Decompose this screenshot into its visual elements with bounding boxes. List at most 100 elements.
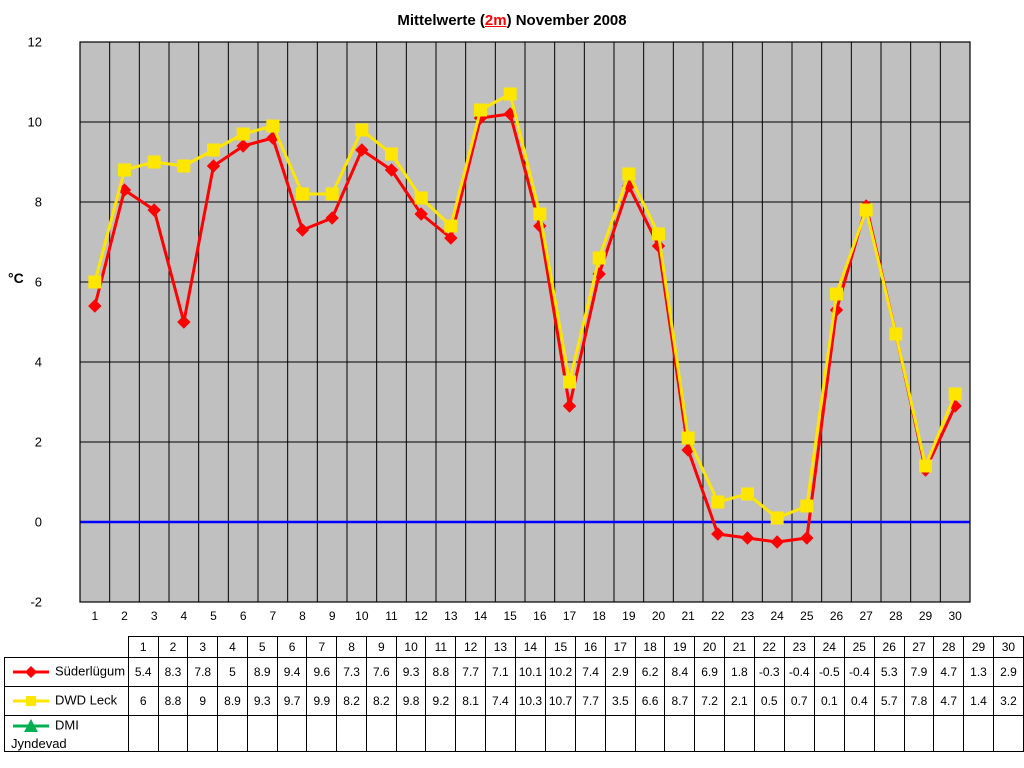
y-tick-label: 10 [12,115,42,130]
table-day-header: 15 [545,637,575,658]
table-cell [426,716,456,752]
legend-dwd-leck: DWD Leck [5,687,129,716]
table-day-header: 2 [158,637,188,658]
table-day-header: 23 [784,637,814,658]
table-cell: 7.1 [486,658,516,687]
svg-text:20: 20 [652,609,666,623]
table-day-header: 25 [844,637,874,658]
table-cell: 8.2 [337,687,367,716]
svg-text:14: 14 [474,609,488,623]
table-cell: 7.7 [576,687,606,716]
svg-text:24: 24 [770,609,784,623]
svg-text:9: 9 [329,609,336,623]
table-cell [635,716,665,752]
svg-text:30: 30 [948,609,962,623]
table-cell [158,716,188,752]
table-cell: 0.1 [814,687,844,716]
table-cell [247,716,277,752]
table-cell: 7.9 [904,658,934,687]
table-cell: 5.7 [874,687,904,716]
svg-text:23: 23 [741,609,755,623]
table-day-header: 24 [814,637,844,658]
table-cell: 2.1 [724,687,754,716]
table-cell [486,716,516,752]
table-day-header: 9 [366,637,396,658]
svg-text:26: 26 [830,609,844,623]
table-cell: 7.8 [188,658,218,687]
table-day-header: 7 [307,637,337,658]
svg-text:13: 13 [444,609,458,623]
svg-text:18: 18 [592,609,606,623]
table-day-header: 3 [188,637,218,658]
table-cell: 1.8 [724,658,754,687]
table-cell: 8.8 [158,687,188,716]
table-day-header: 30 [993,637,1023,658]
table-cell: -0.5 [814,658,844,687]
table-cell: 6.2 [635,658,665,687]
table-cell [366,716,396,752]
table-cell [396,716,426,752]
table-day-header: 11 [426,637,456,658]
svg-text:4: 4 [180,609,187,623]
table-cell: 8.3 [158,658,188,687]
table-cell: 7.8 [904,687,934,716]
legend-süderlügum: Süderlügum [5,658,129,687]
table-cell [218,716,248,752]
table-cell: 9.6 [307,658,337,687]
svg-text:1: 1 [91,609,98,623]
table-cell: 8.9 [247,658,277,687]
table-cell: -0.4 [784,658,814,687]
table-cell [277,716,307,752]
table-day-header: 20 [695,637,725,658]
table-cell: 8.2 [366,687,396,716]
svg-text:2: 2 [121,609,128,623]
table-cell: 6 [128,687,158,716]
table-cell: -0.4 [844,658,874,687]
table-cell: 10.3 [515,687,545,716]
table-cell [456,716,486,752]
table-day-header: 5 [247,637,277,658]
table-day-header: 29 [964,637,994,658]
svg-text:22: 22 [711,609,725,623]
table-cell [934,716,964,752]
table-cell: 3.5 [605,687,635,716]
svg-text:19: 19 [622,609,636,623]
table-day-header: 13 [486,637,516,658]
table-cell: 0.5 [754,687,784,716]
table-cell [695,716,725,752]
table-day-header: 6 [277,637,307,658]
legend-dmi-jyndevad: DMI Jyndevad [5,716,129,752]
table-day-header: 18 [635,637,665,658]
svg-text:27: 27 [859,609,873,623]
table-cell: 10.1 [515,658,545,687]
table-cell [307,716,337,752]
y-tick-label: 4 [12,355,42,370]
svg-text:21: 21 [681,609,695,623]
table-day-header: 16 [576,637,606,658]
chart-area: 1234567891011121314151617181920212223242… [46,36,1020,641]
table-cell: 3.2 [993,687,1023,716]
table-cell: 7.4 [576,658,606,687]
table-cell [904,716,934,752]
table-cell: 10.2 [545,658,575,687]
table-cell: 1.3 [964,658,994,687]
table-cell: 0.4 [844,687,874,716]
table-day-header: 14 [515,637,545,658]
table-cell [188,716,218,752]
table-cell: 2.9 [993,658,1023,687]
svg-text:11: 11 [385,609,398,623]
table-cell: 9.9 [307,687,337,716]
data-table: 1234567891011121314151617181920212223242… [4,636,1024,752]
table-day-header: 19 [665,637,695,658]
table-cell: 9.4 [277,658,307,687]
table-cell: 8.4 [665,658,695,687]
table-day-header: 28 [934,637,964,658]
table-cell: 6.9 [695,658,725,687]
table-cell: -0.3 [754,658,784,687]
table-cell [814,716,844,752]
table-cell: 6.6 [635,687,665,716]
svg-text:8: 8 [299,609,306,623]
svg-text:16: 16 [533,609,547,623]
table-cell: 5.4 [128,658,158,687]
table-cell [337,716,367,752]
